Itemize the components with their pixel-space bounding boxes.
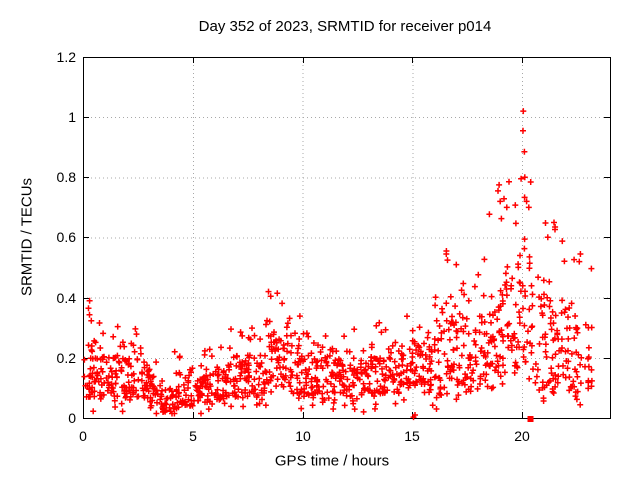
x-tick-label: 20 xyxy=(514,428,530,444)
y-axis-label: SRMTID / TECUs xyxy=(18,177,36,297)
y-tick-label: 1 xyxy=(68,109,76,125)
y-tick-label: 0.4 xyxy=(57,290,77,306)
x-tick-label: 0 xyxy=(79,428,87,444)
x-axis-label: GPS time / hours xyxy=(274,452,390,470)
x-tick-label: 10 xyxy=(295,428,311,444)
scatter-points xyxy=(81,108,595,421)
y-tick-label: 0.8 xyxy=(57,169,77,185)
x-tick-label: 5 xyxy=(189,428,197,444)
y-tick-label: 0.2 xyxy=(57,350,77,366)
y-tick-label: 1.2 xyxy=(57,49,77,65)
x-tick-label: 15 xyxy=(404,428,420,444)
square-marker xyxy=(527,416,534,422)
y-tick-label: 0.6 xyxy=(57,229,77,245)
y-tick-label: 0 xyxy=(68,410,76,426)
chart-title: Day 352 of 2023, SRMTID for receiver p01… xyxy=(198,18,492,35)
